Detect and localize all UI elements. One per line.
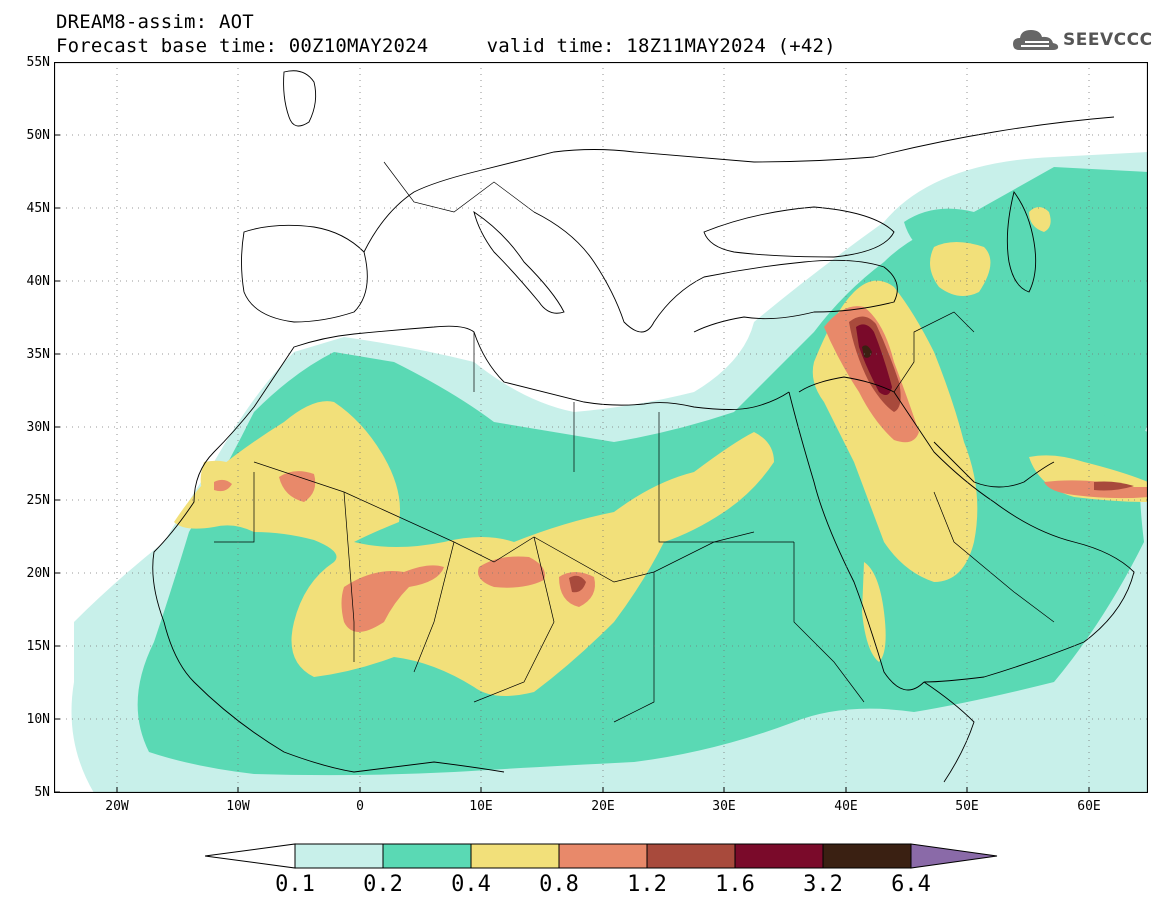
lat-label-10n: 10N (26, 712, 50, 727)
seevccc-logo: SEEVCCC (1011, 26, 1153, 54)
aot-map (53, 61, 1149, 794)
colorbar-swatch-0.1 (294, 843, 384, 869)
map-border (53, 61, 1149, 794)
country-borders (214, 161, 1055, 723)
forecast-times: Forecast base time: 00Z10MAY2024 valid t… (56, 35, 836, 57)
aot-field-1.6 (856, 324, 892, 396)
lat-label-30n: 30N (26, 420, 50, 435)
lat-label-35n: 35N (26, 347, 50, 362)
colorbar-label-6.4: 6.4 (891, 872, 931, 897)
lat-label-55n: 55N (26, 55, 50, 70)
lon-label-60e: 60E (1077, 799, 1101, 814)
colorbar-label-1.2: 1.2 (627, 872, 667, 897)
lat-label-40n: 40N (26, 274, 50, 289)
lat-label-25n: 25N (26, 493, 50, 508)
graticule (54, 62, 1148, 793)
colorbar-swatch-1.6 (734, 843, 824, 869)
colorbar-label-3.2: 3.2 (803, 872, 843, 897)
lat-label-20n: 20N (26, 566, 50, 581)
aot-field-3.2 (862, 345, 872, 358)
lon-label-20w: 20W (105, 799, 129, 814)
colorbar-label-1.6: 1.6 (715, 872, 755, 897)
lat-label-50n: 50N (26, 128, 50, 143)
cloud-icon (1013, 30, 1059, 50)
logo-text: SEEVCCC (1063, 30, 1153, 50)
lon-label-10e: 10E (469, 799, 493, 814)
colorbar-label-0.4: 0.4 (451, 872, 491, 897)
lon-label-50e: 50E (955, 799, 979, 814)
lon-label-0: 0 (356, 799, 364, 814)
lon-label-20e: 20E (591, 799, 615, 814)
aot-map-svg (53, 61, 1149, 794)
colorbar-swatch-1.2 (646, 843, 736, 869)
colorbar-label-0.8: 0.8 (539, 872, 579, 897)
map-title: DREAM8-assim: AOT (56, 11, 254, 33)
coastlines (152, 70, 1135, 783)
colorbar-lower-arrow (205, 843, 296, 869)
lat-label-5n: 5N (34, 785, 50, 800)
lat-label-15n: 15N (26, 639, 50, 654)
lon-label-10w: 10W (226, 799, 250, 814)
colorbar (205, 843, 998, 869)
colorbar-swatch-0.4 (470, 843, 560, 869)
colorbar-swatch-0.8 (558, 843, 648, 869)
lon-label-40e: 40E (834, 799, 858, 814)
colorbar-label-0.2: 0.2 (363, 872, 403, 897)
colorbar-swatch-0.2 (382, 843, 472, 869)
colorbar-swatch-3.2 (822, 843, 912, 869)
colorbar-label-0.1: 0.1 (275, 872, 315, 897)
colorbar-upper-arrow (910, 843, 998, 869)
lon-label-30e: 30E (712, 799, 736, 814)
lat-label-45n: 45N (26, 201, 50, 216)
